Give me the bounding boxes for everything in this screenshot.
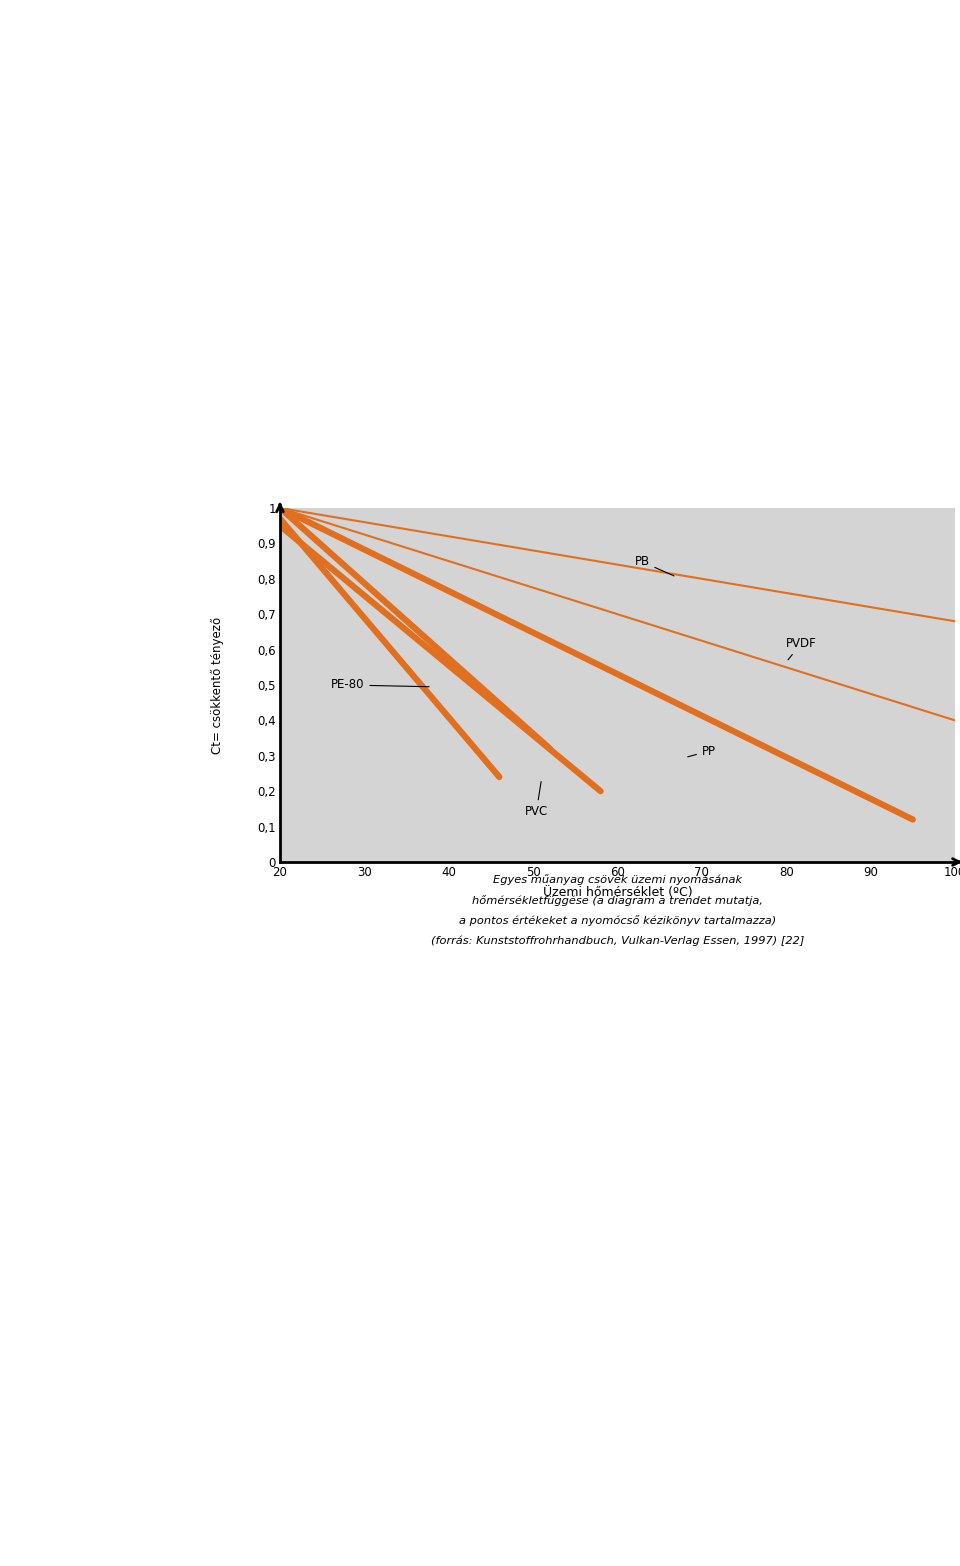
Text: PB: PB [635, 556, 674, 576]
Text: PVC: PVC [525, 781, 548, 819]
X-axis label: Üzemi hőmérséklet (ºC): Üzemi hőmérséklet (ºC) [542, 886, 692, 899]
Text: Egyes műanyag csövek üzemi nyomásának: Egyes műanyag csövek üzemi nyomásának [492, 874, 742, 885]
Text: a pontos értékeket a nyomócső kézikönyv tartalmazza): a pontos értékeket a nyomócső kézikönyv … [459, 915, 776, 926]
Text: hőmérsékletfüggése (a diagram a trendet mutatja,: hőmérsékletfüggése (a diagram a trendet … [472, 894, 763, 905]
Text: Ct= csökkentő tényező: Ct= csökkentő tényező [211, 617, 225, 753]
Text: PVDF: PVDF [786, 637, 817, 659]
Text: PE-80: PE-80 [331, 678, 429, 692]
Text: (forrás: Kunststoffrohrhandbuch, Vulkan-Verlag Essen, 1997) [22]: (forrás: Kunststoffrohrhandbuch, Vulkan-… [431, 935, 804, 946]
Text: PP: PP [687, 744, 716, 758]
